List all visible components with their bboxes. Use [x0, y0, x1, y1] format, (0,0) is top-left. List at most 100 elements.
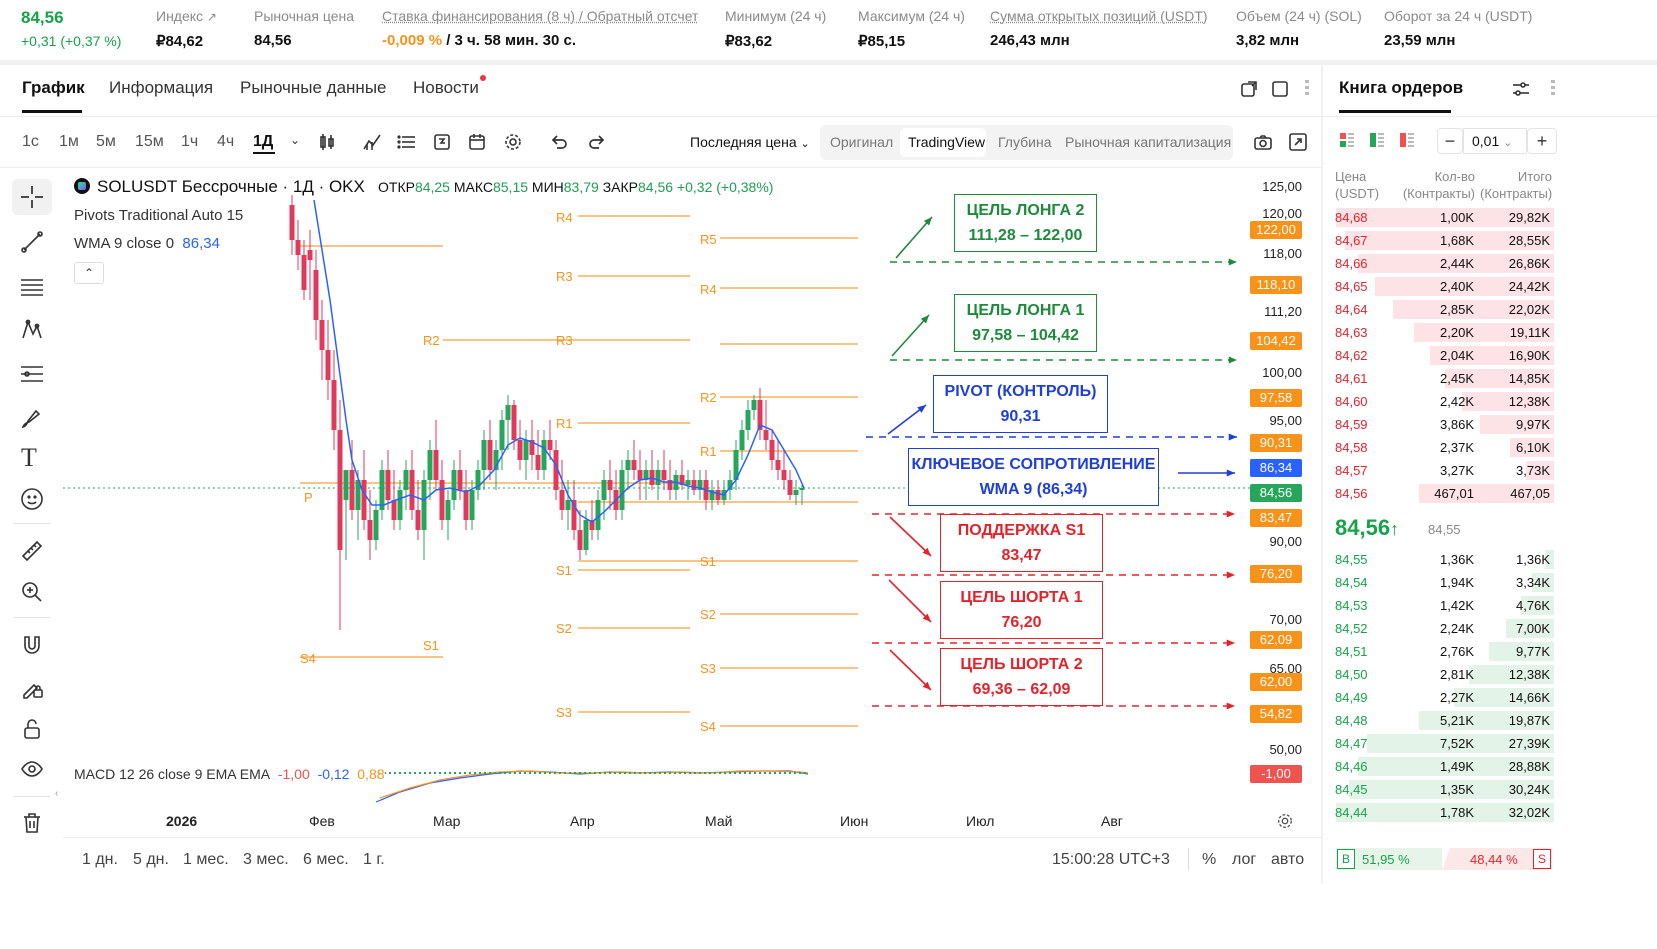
price-chart[interactable]: [0, 168, 1322, 840]
tf-1s[interactable]: 1с: [22, 133, 39, 150]
orderbook-row[interactable]: 84,67 1,68K 28,55K: [1322, 229, 1554, 252]
orderbook-row[interactable]: 84,59 3,86K 9,97K: [1322, 413, 1554, 436]
tab-info[interactable]: Информация: [109, 78, 214, 97]
pattern-icon[interactable]: [19, 317, 45, 343]
orderbook-row[interactable]: 84,53 1,42K 4,76K: [1322, 594, 1554, 617]
orderbook-row[interactable]: 84,52 2,24K 7,00K: [1322, 617, 1554, 640]
orderbook-row[interactable]: 84,49 2,27K 14,66K: [1322, 686, 1554, 709]
panel-more-icon[interactable]: [1305, 80, 1309, 98]
orderbook-row[interactable]: 84,51 2,76K 9,77K: [1322, 640, 1554, 663]
range-6m[interactable]: 6 мес.: [303, 851, 349, 868]
tf-1m[interactable]: 1м: [59, 133, 79, 150]
orderbook-row[interactable]: 84,56 467,01 467,05: [1322, 482, 1554, 505]
range-1y[interactable]: 1 г.: [363, 851, 385, 868]
trash-icon[interactable]: [19, 810, 45, 836]
projection-icon[interactable]: [19, 361, 45, 387]
sell-ratio-bar[interactable]: [1442, 848, 1552, 870]
lock-drawing-icon[interactable]: [19, 674, 45, 700]
orderbook-row[interactable]: 84,58 2,37K 6,10K: [1322, 436, 1554, 459]
collapse-toolbar-icon[interactable]: ‹: [55, 788, 59, 799]
tab-chart[interactable]: График: [22, 78, 85, 97]
range-1d[interactable]: 1 дн.: [82, 851, 118, 868]
legend-wma[interactable]: WMA 9 close 0 86,34: [74, 235, 220, 252]
camera-icon[interactable]: [1250, 129, 1276, 155]
orderbook-row[interactable]: 84,47 7,52K 27,39K: [1322, 732, 1554, 755]
calendar-icon[interactable]: [464, 129, 490, 155]
step-decrease-button[interactable]: −: [1437, 128, 1463, 154]
tf-1d[interactable]: 1Д: [253, 133, 274, 150]
orderbook-row[interactable]: 84,62 2,04K 16,90K: [1322, 344, 1554, 367]
percent-toggle[interactable]: %: [1202, 851, 1217, 868]
step-increase-button[interactable]: +: [1527, 128, 1557, 154]
orderbook-row[interactable]: 84,63 2,20K 19,11K: [1322, 321, 1554, 344]
chart-settings-gear-icon[interactable]: [1272, 808, 1298, 834]
crosshair-icon[interactable]: [19, 184, 45, 210]
indicators-icon[interactable]: [359, 129, 385, 155]
legend-macd[interactable]: MACD 12 26 close 9 EMA EMA -1,00 -0,12 0…: [74, 766, 385, 782]
legend-pivots[interactable]: Pivots Traditional Auto 15: [74, 207, 244, 224]
orderbook-row[interactable]: 84,64 2,85K 22,02K: [1322, 298, 1554, 321]
tab-news[interactable]: Новости: [413, 78, 479, 97]
stat-oi-label[interactable]: Сумма открытых позиций (USDT): [990, 8, 1208, 24]
range-3m[interactable]: 3 мес.: [243, 851, 289, 868]
tf-5m[interactable]: 5м: [96, 133, 116, 150]
text-tool-icon[interactable]: T: [21, 443, 37, 472]
fullscreen-icon[interactable]: [1267, 76, 1293, 102]
source-depth[interactable]: Глубина: [998, 134, 1052, 150]
emoji-icon[interactable]: [19, 486, 45, 512]
orderbook-row[interactable]: 84,44 1,78K 32,02K: [1322, 801, 1554, 824]
ruler-icon[interactable]: [19, 538, 45, 564]
tf-4h[interactable]: 4ч: [217, 133, 235, 150]
orderbook-row[interactable]: 84,54 1,94K 3,34K: [1322, 571, 1554, 594]
log-toggle[interactable]: лог: [1232, 851, 1257, 868]
tf-1h[interactable]: 1ч: [181, 133, 199, 150]
chevron-down-icon[interactable]: ⌄: [290, 133, 301, 147]
orderbook-settings-icon[interactable]: [1508, 76, 1534, 102]
range-5d[interactable]: 5 дн.: [133, 851, 169, 868]
fib-lines-icon[interactable]: [19, 274, 45, 300]
orderbook-row[interactable]: 84,55 1,36K 1,36K: [1322, 548, 1554, 571]
orderbook-row[interactable]: 84,50 2,81K 12,38K: [1322, 663, 1554, 686]
range-1m[interactable]: 1 мес.: [183, 851, 229, 868]
orderbook-row[interactable]: 84,60 2,42K 12,38K: [1322, 390, 1554, 413]
view-asks-icon[interactable]: [1400, 133, 1414, 147]
stat-index-label[interactable]: Индекс ↗: [156, 8, 217, 24]
swap-icon[interactable]: [1236, 76, 1262, 102]
unlock-icon[interactable]: [19, 716, 45, 742]
orderbook-row[interactable]: 84,61 2,45K 14,85K: [1322, 367, 1554, 390]
source-original[interactable]: Оригинал: [830, 134, 894, 150]
orderbook-row[interactable]: 84,68 1,00K 29,82K: [1322, 206, 1554, 229]
candle-type-icon[interactable]: [314, 129, 340, 155]
clock-time[interactable]: 15:00:28 UTC+3: [1052, 851, 1170, 868]
magnet-icon[interactable]: [19, 632, 45, 658]
stat-funding-label[interactable]: Ставка финансирования (8 ч) / Обратный о…: [382, 8, 699, 24]
template-icon[interactable]: [394, 129, 420, 155]
legend-symbol[interactable]: SOLUSDT Бессрочные · 1Д · OKX: [97, 177, 365, 196]
price-source-select[interactable]: Последняя цена ⌄: [690, 134, 810, 150]
trend-line-icon[interactable]: [19, 229, 45, 255]
view-both-icon[interactable]: [1340, 133, 1354, 147]
orderbook-more-icon[interactable]: [1551, 80, 1555, 98]
orderbook-row[interactable]: 84,46 1,49K 28,88K: [1322, 755, 1554, 778]
view-bids-icon[interactable]: [1370, 133, 1384, 147]
orderbook-row[interactable]: 84,45 1,35K 30,24K: [1322, 778, 1554, 801]
orderbook-row[interactable]: 84,65 2,40K 24,42K: [1322, 275, 1554, 298]
compare-icon[interactable]: [429, 129, 455, 155]
auto-toggle[interactable]: авто: [1271, 851, 1305, 868]
legend-collapse-button[interactable]: ⌃: [74, 262, 104, 284]
buy-ratio-bar[interactable]: [1336, 848, 1442, 870]
step-select[interactable]: 0,01 ⌄: [1463, 128, 1527, 154]
orderbook-row[interactable]: 84,66 2,44K 26,86K: [1322, 252, 1554, 275]
source-mcap[interactable]: Рыночная капитализация: [1065, 134, 1232, 150]
orderbook-row[interactable]: 84,57 3,27K 3,73K: [1322, 459, 1554, 482]
eye-icon[interactable]: [19, 756, 45, 782]
tf-15m[interactable]: 15м: [135, 133, 164, 150]
layout-icon[interactable]: [1285, 129, 1311, 155]
redo-icon[interactable]: [584, 129, 610, 155]
orderbook-row[interactable]: 84,48 5,21K 19,87K: [1322, 709, 1554, 732]
source-tradingview-pill[interactable]: [900, 128, 986, 157]
brush-icon[interactable]: [19, 405, 45, 431]
undo-icon[interactable]: [546, 129, 572, 155]
zoom-in-icon[interactable]: [19, 579, 45, 605]
settings-gear-icon[interactable]: [500, 129, 526, 155]
